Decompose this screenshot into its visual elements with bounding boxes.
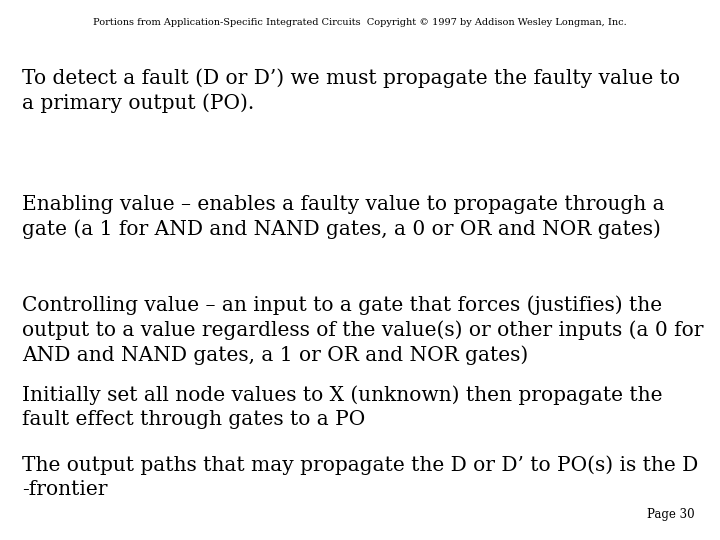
Text: To detect a fault (D or D’) we must propagate the faulty value to
a primary outp: To detect a fault (D or D’) we must prop… bbox=[22, 68, 680, 113]
Text: Page 30: Page 30 bbox=[647, 508, 695, 521]
Text: Enabling value – enables a faulty value to propagate through a
gate (a 1 for AND: Enabling value – enables a faulty value … bbox=[22, 195, 665, 239]
Text: Portions from Application-Specific Integrated Circuits  Copyright © 1997 by Addi: Portions from Application-Specific Integ… bbox=[93, 18, 627, 27]
Text: Initially set all node values to X (unknown) then propagate the
fault effect thr: Initially set all node values to X (unkn… bbox=[22, 385, 662, 429]
Text: Controlling value – an input to a gate that forces (justifies) the
output to a v: Controlling value – an input to a gate t… bbox=[22, 295, 703, 365]
Text: The output paths that may propagate the D or D’ to PO(s) is the D
-frontier: The output paths that may propagate the … bbox=[22, 455, 698, 499]
